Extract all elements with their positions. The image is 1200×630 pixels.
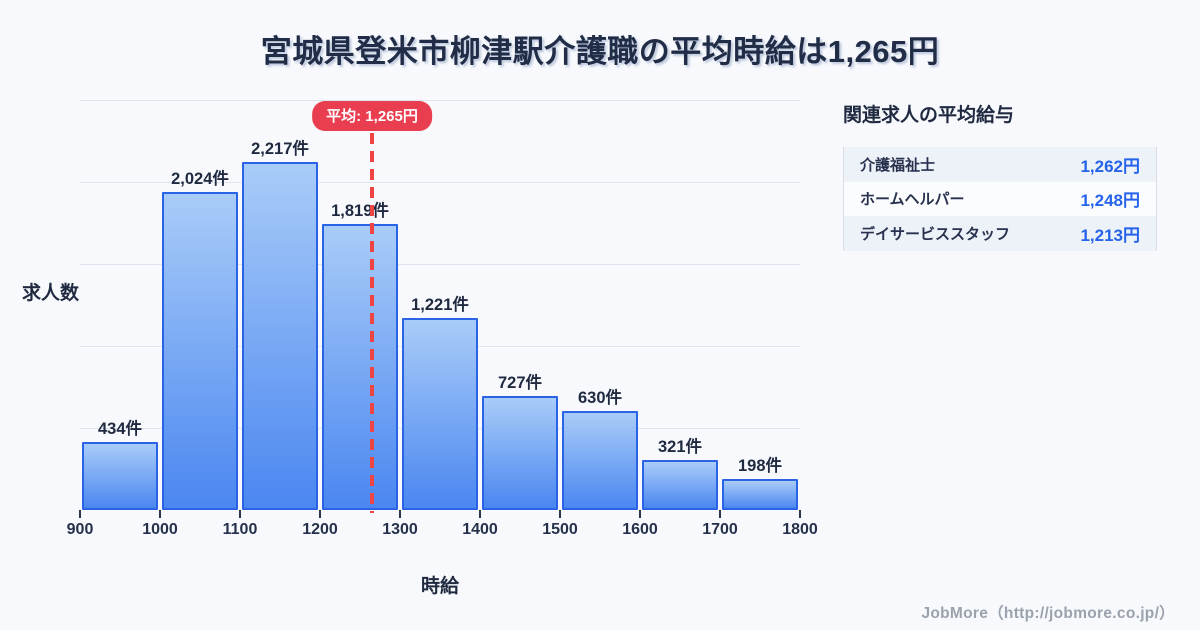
x-tick-label: 1100: [222, 521, 258, 538]
mean-line: [370, 133, 374, 513]
x-tick-label: 1600: [622, 521, 658, 538]
histogram-bar: [722, 479, 798, 510]
bar-value-label: 434件: [97, 420, 143, 438]
x-tick-mark: [559, 510, 561, 518]
x-tick-mark: [479, 510, 481, 518]
x-tick-label: 1700: [702, 521, 738, 538]
x-tick-mark: [159, 510, 161, 518]
job-title: デイサービススタッフ: [860, 225, 1011, 243]
x-tick-label: 1200: [302, 521, 338, 538]
gridline: [80, 264, 800, 265]
x-tick-label: 1300: [382, 521, 418, 538]
x-tick-label: 1000: [142, 521, 178, 538]
bar-value-label: 727件: [497, 374, 543, 392]
bar-value-label: 321件: [657, 438, 703, 456]
histogram-bar: [402, 318, 478, 510]
x-tick-label: 1400: [462, 521, 498, 538]
histogram-bar: [562, 411, 638, 510]
gridline: [80, 182, 800, 183]
job-wage: 1,262円: [1080, 156, 1140, 176]
mean-badge: 平均: 1,265円: [312, 101, 432, 131]
related-jobs-table: 介護福祉士 1,262円 ホームヘルパー 1,248円 デイサービススタッフ 1…: [843, 147, 1157, 251]
related-job-row: デイサービススタッフ 1,213円: [844, 216, 1156, 251]
x-tick-mark: [719, 510, 721, 518]
job-title: 介護福祉士: [860, 156, 936, 174]
x-tick-mark: [399, 510, 401, 518]
histogram-bar: [322, 224, 398, 510]
job-wage: 1,213円: [1080, 225, 1140, 245]
bar-value-label: 630件: [577, 389, 623, 407]
x-tick-mark: [239, 510, 241, 518]
bar-value-label: 198件: [737, 457, 783, 475]
job-title: ホームヘルパー: [860, 191, 965, 209]
page-title: 宮城県登米市柳津駅介護職の平均時給は1,265円: [260, 34, 940, 69]
related-job-row: ホームヘルパー 1,248円: [844, 181, 1156, 216]
x-tick-mark: [319, 510, 321, 518]
histogram-bar: [82, 442, 158, 510]
job-wage: 1,248円: [1080, 191, 1140, 211]
bar-value-label: 1,221件: [411, 296, 469, 314]
histogram-bar: [642, 460, 718, 510]
gridline: [80, 100, 800, 101]
x-tick-mark: [639, 510, 641, 518]
histogram-bar: [242, 162, 318, 510]
x-axis-label: 時給: [420, 576, 459, 597]
bar-value-label: 2,024件: [171, 170, 229, 188]
bar-value-label: 2,217件: [251, 140, 309, 158]
x-tick-label: 900: [66, 521, 94, 538]
bar-value-label: 1,819件: [331, 202, 389, 220]
x-tick-mark: [799, 510, 801, 518]
related-jobs-heading: 関連求人の平均給与: [843, 105, 1015, 126]
related-job-row: 介護福祉士 1,262円: [844, 147, 1156, 182]
y-axis-label: 求人数: [22, 283, 80, 304]
footer-credit: JobMore（http://jobmore.co.jp/）: [921, 605, 1175, 622]
x-tick-label: 1500: [542, 521, 578, 538]
x-tick-label: 1800: [782, 521, 818, 538]
x-tick-mark: [79, 510, 81, 518]
histogram-bar: [482, 396, 558, 510]
histogram-bar: [162, 192, 238, 510]
